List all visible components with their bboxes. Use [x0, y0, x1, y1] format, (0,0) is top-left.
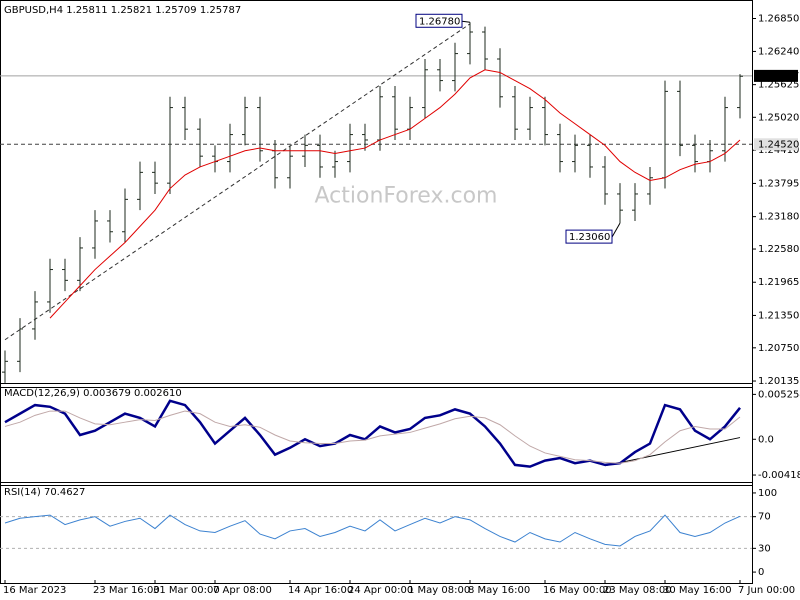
y-tick-label: 1.24410 [758, 145, 799, 156]
y-tick-label: 0.005254 [758, 389, 800, 400]
annotation-label: 1.23060 [569, 232, 610, 243]
pane-title: RSI(14) 70.4627 [4, 487, 85, 498]
y-tick-label: 1.22580 [758, 244, 799, 255]
x-tick-label: 7 Apr 08:00 [213, 585, 272, 596]
watermark: ActionForex.com [315, 184, 498, 209]
indicator-line [4, 514, 741, 547]
x-tick-label: 1 May 08:00 [408, 585, 470, 596]
x-tick-label: 14 Apr 16:00 [288, 585, 353, 596]
price-tag [754, 69, 798, 82]
pane-border [0, 383, 753, 486]
y-tick-label: 70 [758, 512, 771, 523]
trend-line [604, 437, 741, 467]
x-tick-label: 23 May 08:00 [603, 585, 672, 596]
annotation-box [565, 229, 613, 244]
pane-border [0, 482, 753, 584]
x-tick-label: 7 Jun 00:00 [738, 585, 795, 596]
annotation-leader [461, 20, 471, 23]
y-tick-label: 100 [758, 488, 777, 499]
x-tick-label: 31 Mar 00:00 [153, 585, 220, 596]
y-tick-label: 30 [758, 543, 771, 554]
y-tick-label: 1.21965 [758, 277, 799, 288]
y-tick-label: -0.004185 [758, 470, 800, 481]
moving-average [49, 69, 741, 319]
price-tag [754, 138, 798, 151]
y-tick-label: 1.26240 [758, 46, 799, 57]
trend-line [4, 23, 471, 341]
pane-title: GBPUSD,H4 1.25811 1.25821 1.25709 1.2578… [4, 5, 241, 16]
y-tick-label: 1.20135 [758, 376, 799, 387]
y-tick-label: 0.0 [758, 434, 774, 445]
x-tick-label: 30 May 16:00 [663, 585, 732, 596]
annotation-box [415, 13, 463, 28]
y-tick-label: 1.25625 [758, 80, 799, 91]
y-tick-label: 1.20750 [758, 343, 799, 354]
x-tick-label: 8 May 16:00 [468, 585, 530, 596]
x-tick-label: 24 Apr 00:00 [348, 585, 413, 596]
pane-title: MACD(12,26,9) 0.003679 0.002610 [4, 388, 182, 399]
y-tick-label: 1.21350 [758, 310, 799, 321]
y-tick-label: 1.23795 [758, 178, 799, 189]
y-tick-label: 1.26850 [758, 13, 799, 24]
price-tag-label: 1.24520 [758, 139, 799, 150]
indicator-line [4, 410, 741, 464]
y-tick-label: 1.25020 [758, 112, 799, 123]
x-tick-label: 16 May 00:00 [543, 585, 612, 596]
x-tick-label: 16 Mar 2023 [3, 585, 66, 596]
price-tag-label: 1.25787 [758, 71, 799, 82]
y-tick-label: 1.23180 [758, 212, 799, 223]
annotation-label: 1.26780 [419, 16, 460, 27]
y-tick-label: 0 [758, 567, 764, 578]
pane-border [0, 0, 753, 388]
x-tick-label: 23 Mar 16:00 [93, 585, 160, 596]
annotation-leader [611, 222, 621, 238]
